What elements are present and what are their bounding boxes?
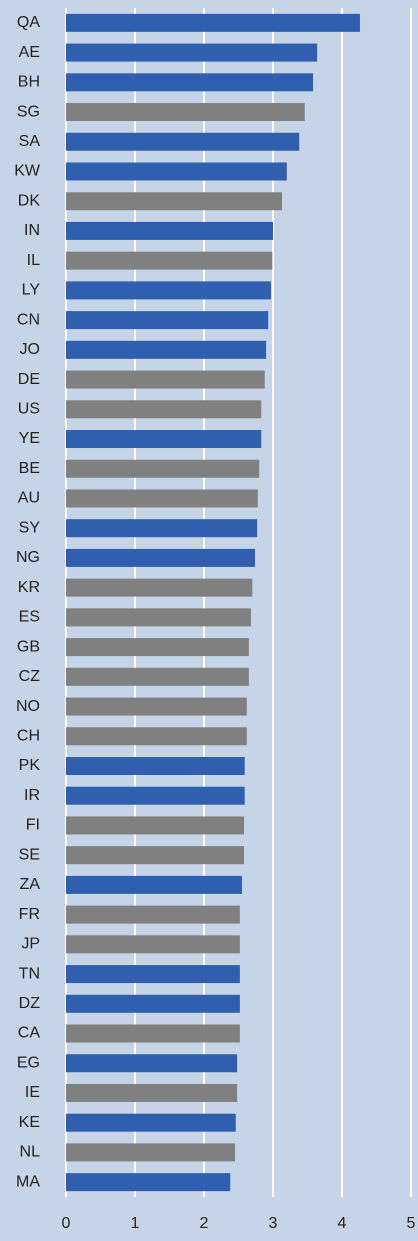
y-tick-label: DE [18,371,40,388]
bar [66,1054,238,1073]
bar [66,1143,236,1162]
y-tick-label: JO [20,341,40,358]
bar [66,727,247,746]
bar [66,13,360,32]
bar [66,846,245,865]
y-tick-label: TN [19,965,40,982]
bar [66,935,240,954]
y-tick-label: GB [17,638,40,655]
y-tick-label: NL [20,1144,41,1161]
x-tick-label: 2 [200,1215,209,1232]
y-tick-label: DZ [19,995,41,1012]
y-tick-label: PK [19,757,41,774]
bar [66,1173,231,1192]
bar [66,192,282,211]
y-tick-label: ZA [20,876,41,893]
bar [66,1083,238,1102]
bar [66,489,258,508]
bar [66,132,300,151]
bar [66,519,258,538]
y-tick-label: CZ [19,668,41,685]
x-tick-label: 1 [131,1215,140,1232]
bar [66,221,273,240]
bar [66,162,287,181]
y-tick-label: SA [19,133,41,150]
bar [66,608,251,627]
x-tick-label: 0 [62,1215,71,1232]
bar [66,638,249,657]
bar [66,697,247,716]
bar [66,875,242,894]
y-tick-label: AE [19,44,40,61]
bar [66,459,260,478]
bar [66,73,314,92]
x-tick-label: 3 [269,1215,278,1232]
bar [66,816,245,835]
y-tick-label: CA [18,1025,41,1042]
y-tick-label: KR [18,579,40,596]
bar [66,756,245,775]
bar [66,786,245,805]
bar [66,667,249,686]
y-tick-label: CN [17,311,40,328]
y-tick-label: MA [16,1173,40,1190]
y-tick-label: LY [22,282,41,299]
bar [66,340,267,359]
y-tick-label: SG [17,103,40,120]
bar [66,578,253,597]
y-tick-label: IE [25,1084,40,1101]
bar [66,311,269,330]
y-tick-label: JP [21,936,40,953]
y-tick-label: YE [19,430,40,447]
y-tick-label: IR [24,787,40,804]
y-tick-label: KW [14,163,41,180]
y-tick-label: IN [24,222,40,239]
bar [66,430,262,449]
bar [66,281,271,300]
y-tick-label: ES [19,609,40,626]
y-tick-label: US [18,401,40,418]
y-tick-label: QA [17,14,40,31]
y-tick-label: NO [16,698,40,715]
y-tick-label: CH [17,727,40,744]
bar [66,400,262,419]
y-tick-label: SE [19,846,40,863]
x-tick-label: 4 [338,1215,347,1232]
y-tick-label: KE [19,1114,40,1131]
bar [66,103,305,122]
y-tick-label: FI [26,817,40,834]
y-tick-label: FR [19,906,40,923]
y-tick-label: NG [16,549,40,566]
y-tick-label: BH [18,74,40,91]
y-tick-label: IL [27,252,40,269]
bar [66,965,240,984]
x-tick-label: 5 [407,1215,416,1232]
bar [66,251,273,270]
bar [66,43,318,62]
bar [66,1024,240,1043]
bar [66,905,240,924]
bar [66,1113,236,1132]
y-tick-label: BE [19,460,40,477]
y-tick-label: SY [19,519,41,536]
bar [66,994,240,1013]
bar [66,548,256,567]
y-tick-label: AU [18,490,40,507]
y-tick-label: DK [18,192,41,209]
y-tick-label: EG [17,1054,40,1071]
bar [66,370,265,389]
